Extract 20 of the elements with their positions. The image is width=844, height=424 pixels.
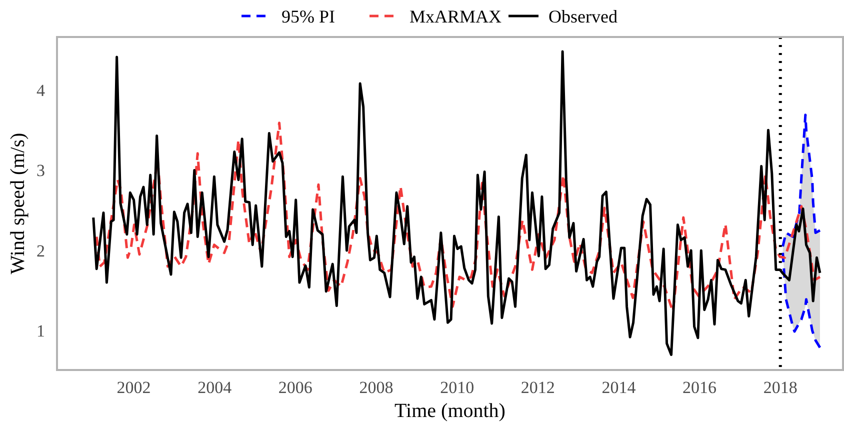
legend-label: Observed xyxy=(548,6,618,26)
x-tick-label: 2014 xyxy=(602,378,636,397)
x-tick-label: 2016 xyxy=(682,378,717,397)
x-axis-title: Time (month) xyxy=(394,400,506,422)
x-tick-label: 2008 xyxy=(359,378,394,397)
line-series xyxy=(782,252,822,349)
x-tick-label: 2004 xyxy=(198,378,232,397)
y-axis-title: Wind speed (m/s) xyxy=(7,132,29,274)
y-tick-label: 2 xyxy=(36,241,45,260)
x-tick-label: 2018 xyxy=(763,378,798,397)
y-tick-label: 1 xyxy=(36,322,45,341)
x-tick-label: 2006 xyxy=(278,378,312,397)
y-tick-label: 3 xyxy=(36,161,45,180)
y-tick-label: 4 xyxy=(36,80,46,100)
x-tick-label: 2010 xyxy=(440,378,474,397)
legend-label: MxARMAX xyxy=(410,6,502,26)
x-tick-label: 2012 xyxy=(520,378,555,397)
line-series xyxy=(782,114,822,248)
legend-label: 95% PI xyxy=(282,6,336,26)
x-tick-label: 2002 xyxy=(116,378,151,397)
